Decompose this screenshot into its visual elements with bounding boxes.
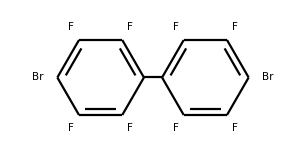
Text: F: F: [68, 123, 74, 133]
Text: F: F: [173, 123, 179, 133]
Text: Br: Br: [32, 73, 43, 82]
Text: F: F: [68, 22, 74, 32]
Text: F: F: [232, 123, 238, 133]
Text: F: F: [232, 22, 238, 32]
Text: Br: Br: [263, 73, 274, 82]
Text: F: F: [127, 123, 133, 133]
Text: F: F: [127, 22, 133, 32]
Text: F: F: [173, 22, 179, 32]
